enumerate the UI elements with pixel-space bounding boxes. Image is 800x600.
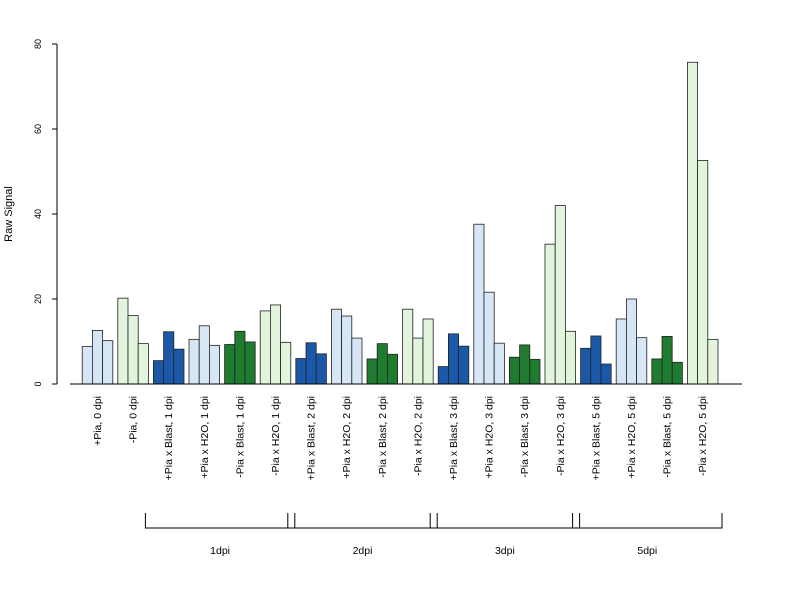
bar bbox=[458, 345, 470, 385]
bar bbox=[687, 61, 699, 385]
bar bbox=[519, 344, 531, 385]
category-label: -Pia x Blast, 5 dpi bbox=[662, 396, 674, 478]
y-tick-label: 20 bbox=[33, 294, 43, 304]
bar bbox=[376, 343, 388, 385]
bar bbox=[412, 337, 424, 385]
bar bbox=[386, 353, 398, 385]
bar bbox=[127, 315, 139, 385]
group-bracket bbox=[144, 513, 296, 529]
category-label: +Pia, 0 dpi bbox=[92, 396, 104, 446]
category-label: +Pia x Blast, 5 dpi bbox=[590, 396, 602, 480]
bar bbox=[366, 358, 378, 385]
y-tick-label: 80 bbox=[33, 39, 43, 49]
group-bracket bbox=[429, 513, 581, 529]
y-axis: 0 20 40 60 80 bbox=[33, 39, 58, 387]
bar bbox=[402, 308, 414, 385]
category-label: -Pia x Blast, 2 dpi bbox=[377, 396, 389, 478]
category-label: +Pia x Blast, 2 dpi bbox=[306, 396, 318, 480]
group-label: 5dpi bbox=[637, 545, 657, 557]
bar bbox=[493, 342, 505, 385]
bar bbox=[198, 325, 210, 385]
bar bbox=[280, 341, 292, 385]
y-tick-label: 0 bbox=[33, 381, 43, 386]
bar bbox=[305, 342, 317, 385]
bar bbox=[580, 347, 592, 385]
bar bbox=[152, 360, 164, 385]
category-label: -Pia x H2O, 2 dpi bbox=[412, 396, 424, 476]
category-label: -Pia x H2O, 3 dpi bbox=[555, 396, 567, 476]
category-label: -Pia x Blast, 3 dpi bbox=[519, 396, 531, 478]
bar bbox=[600, 363, 612, 385]
bar bbox=[269, 304, 281, 385]
bar bbox=[341, 315, 353, 385]
category-label: +Pia x Blast, 1 dpi bbox=[163, 396, 175, 480]
bar bbox=[295, 358, 307, 385]
bar bbox=[224, 344, 236, 385]
category-label: +Pia x H2O, 5 dpi bbox=[626, 396, 638, 479]
bars-layer bbox=[81, 61, 719, 385]
bar bbox=[554, 205, 566, 385]
bar bbox=[565, 330, 577, 385]
bar bbox=[259, 310, 271, 385]
bar bbox=[173, 348, 185, 385]
group-label: 2dpi bbox=[353, 545, 373, 557]
y-axis-label: Raw Signal bbox=[3, 186, 15, 242]
bar bbox=[697, 160, 709, 385]
bar bbox=[483, 291, 495, 385]
category-label: +Pia x Blast, 3 dpi bbox=[448, 396, 460, 480]
y-tick-label: 60 bbox=[33, 124, 43, 134]
bar bbox=[590, 335, 602, 385]
bar bbox=[234, 330, 246, 385]
bar bbox=[188, 338, 200, 385]
bar bbox=[473, 223, 485, 385]
y-tick-label: 40 bbox=[33, 209, 43, 219]
bar bbox=[437, 366, 449, 385]
group-label: 3dpi bbox=[495, 545, 515, 557]
bar bbox=[447, 333, 459, 385]
category-label: -Pia, 0 dpi bbox=[128, 396, 140, 443]
bar bbox=[137, 343, 149, 385]
category-label: -Pia x Blast, 1 dpi bbox=[234, 396, 246, 478]
group-bracket bbox=[287, 513, 438, 529]
bar bbox=[163, 331, 175, 385]
bar bbox=[315, 353, 327, 385]
bar bbox=[529, 358, 541, 385]
bar bbox=[351, 337, 363, 385]
bar bbox=[81, 346, 93, 385]
bar bbox=[102, 340, 114, 385]
bar bbox=[117, 297, 129, 385]
bar bbox=[508, 356, 520, 385]
category-label: +Pia x H2O, 1 dpi bbox=[199, 396, 211, 479]
category-label: +Pia x H2O, 3 dpi bbox=[484, 396, 496, 479]
bar bbox=[661, 335, 673, 385]
bar bbox=[208, 344, 220, 385]
bar bbox=[330, 308, 342, 385]
bar bbox=[422, 318, 434, 385]
category-labels: +Pia, 0 dpi -Pia, 0 dpi +Pia x Blast, 1 dp… bbox=[92, 396, 709, 480]
group-bracket bbox=[572, 513, 723, 529]
bar bbox=[615, 318, 627, 385]
bar bbox=[636, 337, 648, 385]
bar bbox=[92, 330, 104, 385]
bar bbox=[244, 341, 256, 385]
bar bbox=[671, 361, 683, 385]
category-label: +Pia x H2O, 2 dpi bbox=[341, 396, 353, 479]
group-label: 1dpi bbox=[210, 545, 230, 557]
bar bbox=[544, 243, 556, 385]
bar bbox=[707, 338, 719, 385]
category-label: -Pia x H2O, 5 dpi bbox=[697, 396, 709, 476]
bar bbox=[651, 358, 663, 385]
category-label: -Pia x H2O, 1 dpi bbox=[270, 396, 282, 476]
bar bbox=[626, 298, 638, 385]
group-brackets: 1dpi 2dpi 3dpi 5dpi bbox=[144, 513, 723, 557]
